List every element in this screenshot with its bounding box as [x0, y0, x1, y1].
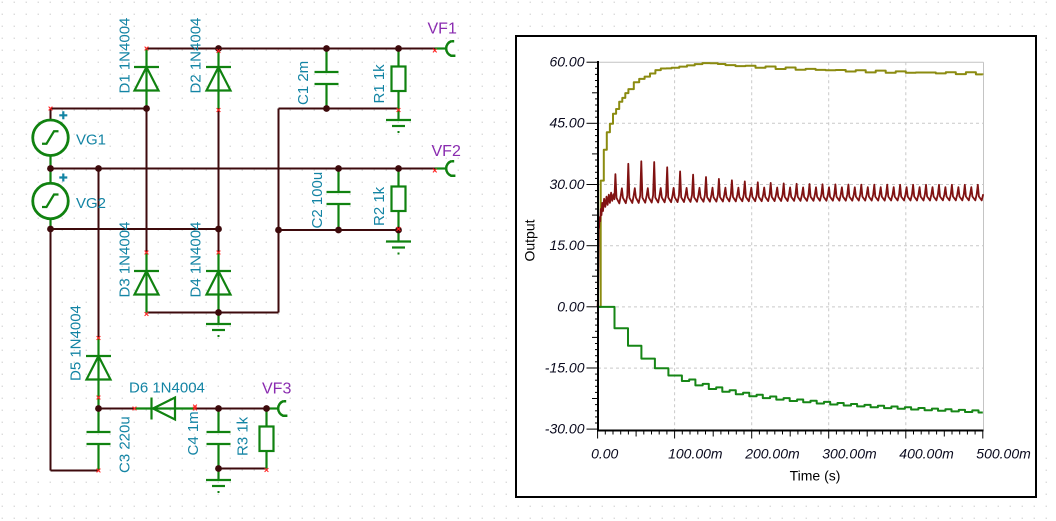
svg-text:R3 1k: R3 1k: [235, 416, 252, 456]
svg-text:300.00m: 300.00m: [822, 446, 877, 462]
svg-text:D5 1N4004: D5 1N4004: [68, 305, 85, 381]
svg-text:0.00: 0.00: [591, 446, 618, 462]
svg-text:500.00m: 500.00m: [976, 446, 1031, 462]
svg-text:D1 1N4004: D1 1N4004: [117, 18, 134, 94]
svg-text:VG2: VG2: [76, 195, 106, 212]
svg-text:D6 1N4004: D6 1N4004: [129, 379, 205, 396]
svg-text:200.00m: 200.00m: [744, 446, 800, 462]
svg-text:100.00m: 100.00m: [668, 446, 723, 462]
svg-text:D3 1N4004: D3 1N4004: [117, 222, 134, 298]
svg-text:Output: Output: [522, 219, 538, 261]
svg-text:400.00m: 400.00m: [899, 446, 954, 462]
svg-text:C1 2m: C1 2m: [295, 61, 312, 105]
svg-text:15.00: 15.00: [549, 237, 584, 253]
svg-text:C2 100u: C2 100u: [309, 172, 326, 229]
svg-text:VF2: VF2: [432, 143, 461, 160]
svg-text:Time (s): Time (s): [790, 468, 841, 484]
svg-text:-30.00: -30.00: [545, 421, 585, 437]
svg-text:VG1: VG1: [76, 131, 106, 148]
svg-text:VF3: VF3: [262, 381, 291, 398]
svg-text:-15.00: -15.00: [545, 360, 585, 376]
svg-text:C3 220u: C3 220u: [117, 416, 134, 473]
svg-text:R1 1k: R1 1k: [371, 64, 388, 104]
svg-text:VF1: VF1: [428, 21, 457, 38]
svg-text:60.00: 60.00: [549, 54, 584, 70]
svg-text:R2 1k: R2 1k: [371, 186, 388, 226]
svg-text:30.00: 30.00: [549, 176, 584, 192]
svg-text:D4 1N4004: D4 1N4004: [188, 222, 205, 298]
svg-text:0.00: 0.00: [557, 298, 584, 314]
svg-text:45.00: 45.00: [549, 115, 584, 131]
svg-text:D2 1N4004: D2 1N4004: [188, 18, 205, 94]
svg-text:C4 1m: C4 1m: [185, 411, 202, 455]
